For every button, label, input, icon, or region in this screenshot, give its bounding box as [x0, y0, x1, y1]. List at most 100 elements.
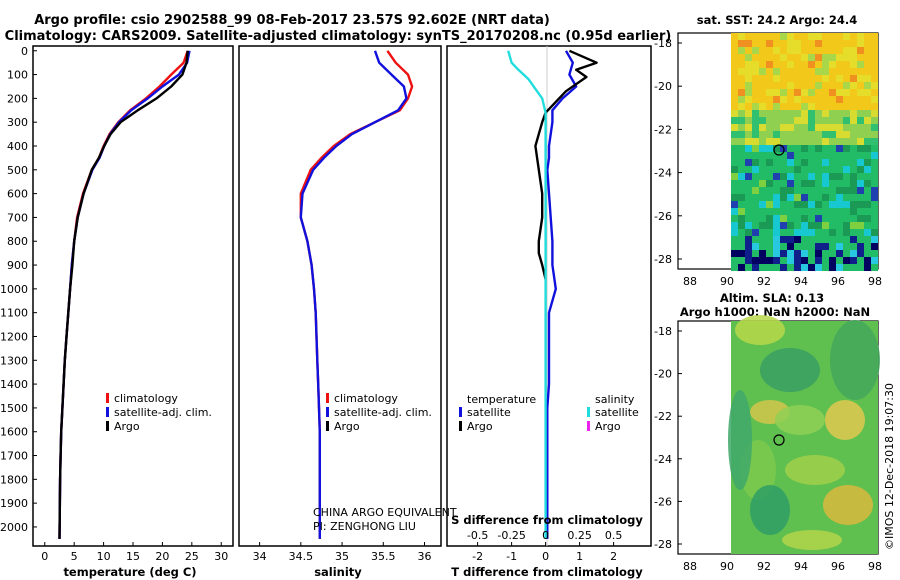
sst-cell — [850, 110, 857, 117]
sst-cell — [843, 61, 850, 68]
sst-cell — [843, 257, 850, 264]
sla-blob — [728, 390, 752, 490]
sst-cell — [843, 229, 850, 236]
sst-cell — [787, 173, 794, 180]
sst-cell — [808, 201, 815, 208]
sst-cell — [850, 180, 857, 187]
sla-map: Altim. SLA: 0.13 Argo h1000: NaN h2000: … — [654, 291, 882, 573]
sst-cell — [843, 173, 850, 180]
sst-cell — [829, 194, 836, 201]
sst-cell — [808, 187, 815, 194]
sst-cell — [850, 61, 857, 68]
sst-cell — [738, 110, 745, 117]
sst-cell — [864, 243, 871, 250]
sst-cell — [822, 33, 829, 40]
sst-cell — [822, 194, 829, 201]
sst-cell — [738, 145, 745, 152]
lat-tick-label: -24 — [654, 167, 672, 180]
sst-cell — [787, 194, 794, 201]
lon-tick-label: 94 — [794, 560, 808, 573]
sst-cell — [780, 117, 787, 124]
sst-cell — [836, 117, 843, 124]
sst-cell — [836, 33, 843, 40]
sst-cell — [822, 264, 829, 271]
sst-cell — [766, 61, 773, 68]
sst-cell — [801, 173, 808, 180]
sst-cell — [815, 117, 822, 124]
sst-cell — [766, 131, 773, 138]
sst-cell — [780, 257, 787, 264]
lat-tick-label: -24 — [654, 453, 672, 466]
sst-cell — [871, 243, 878, 250]
sst-cell — [822, 215, 829, 222]
sst-cell — [787, 82, 794, 89]
sst-cell — [738, 117, 745, 124]
sst-cell — [731, 82, 738, 89]
sst-cell — [815, 159, 822, 166]
sst-cell — [801, 166, 808, 173]
sst-cell — [857, 250, 864, 257]
sst-cell — [829, 229, 836, 236]
sst-cell — [759, 243, 766, 250]
sst-cell — [787, 236, 794, 243]
sst-cell — [752, 159, 759, 166]
sst-cell — [766, 110, 773, 117]
sst-cell — [738, 82, 745, 89]
sst-cell — [780, 68, 787, 75]
lon-tick-label: 88 — [683, 275, 697, 288]
sst-cell — [794, 264, 801, 271]
sst-cell — [731, 152, 738, 159]
sst-cell — [836, 264, 843, 271]
sst-cell — [752, 250, 759, 257]
sst-cell — [766, 264, 773, 271]
diff-legend-s-satellite: satellite — [595, 406, 639, 419]
sst-cell — [766, 138, 773, 145]
sst-cell — [766, 89, 773, 96]
sst-cell — [864, 61, 871, 68]
sst-cell — [815, 250, 822, 257]
series-line-temperature-argo — [534, 49, 598, 280]
series-line-salinity-satellite — [507, 50, 547, 539]
sst-cell — [787, 138, 794, 145]
sst-cell — [787, 166, 794, 173]
sst-cell — [794, 138, 801, 145]
sst-cell — [738, 194, 745, 201]
sst-cell — [864, 110, 871, 117]
sst-cell — [864, 180, 871, 187]
sst-cell — [822, 173, 829, 180]
sst-cell — [801, 124, 808, 131]
sst-cell — [752, 145, 759, 152]
sst-cell — [731, 208, 738, 215]
sst-cell — [794, 61, 801, 68]
sst-cell — [752, 138, 759, 145]
sst-cell — [731, 33, 738, 40]
sst-cell — [780, 110, 787, 117]
sst-cell — [766, 208, 773, 215]
sst-cell — [738, 173, 745, 180]
sst-cell — [759, 131, 766, 138]
sst-cell — [759, 222, 766, 229]
s-diff-tick-label: -0.5 — [467, 529, 488, 542]
sst-cell — [864, 33, 871, 40]
sst-cell — [787, 89, 794, 96]
sst-cell — [871, 180, 878, 187]
sst-cell — [843, 117, 850, 124]
sst-cell — [738, 215, 745, 222]
sst-cell — [822, 180, 829, 187]
x-tick-label: 30 — [214, 550, 228, 563]
x-tick-label: 5 — [71, 550, 78, 563]
sal-legend-satellite: satellite-adj. clim. — [334, 406, 432, 419]
sst-cell — [773, 103, 780, 110]
sst-cell — [850, 194, 857, 201]
sst-cell — [829, 208, 836, 215]
sst-cell — [864, 229, 871, 236]
diff-legend-salinity: salinity — [595, 393, 635, 406]
x-tick-label: 35 — [335, 550, 349, 563]
sst-cell — [745, 215, 752, 222]
sst-cell — [808, 215, 815, 222]
sst-cell — [815, 215, 822, 222]
sst-cell — [759, 138, 766, 145]
sst-cell — [759, 264, 766, 271]
sst-cell — [731, 61, 738, 68]
sst-cell — [850, 82, 857, 89]
